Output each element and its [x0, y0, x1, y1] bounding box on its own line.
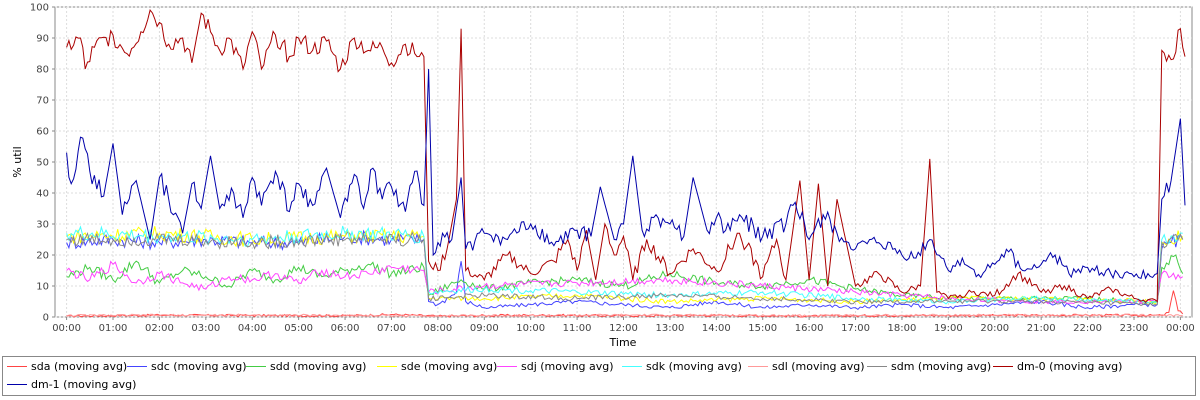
x-tick-label: 13:00 — [655, 323, 684, 334]
legend-item: sdd (moving avg) — [246, 360, 366, 373]
legend-item: sdj (moving avg) — [497, 360, 614, 373]
series-line-sdk — [66, 225, 1183, 305]
y-axis-ticks: 0 10 20 30 40 50 60 70 80 90 100 — [30, 3, 55, 324]
x-tick-label: 20:00 — [980, 323, 1009, 334]
legend-swatch — [993, 365, 1013, 367]
x-tick-label: 18:00 — [888, 323, 917, 334]
legend-label: sdd (moving avg) — [270, 360, 367, 373]
legend-swatch — [7, 365, 27, 367]
series-line-sdd — [66, 254, 1184, 305]
y-tick-label: 30 — [36, 220, 49, 231]
legend-item: sdc (moving avg) — [127, 360, 247, 373]
legend-swatch — [127, 365, 147, 367]
x-tick-label: 14:00 — [702, 323, 731, 334]
x-tick-label: 02:00 — [145, 323, 174, 334]
series-line-dm-0 — [66, 8, 1186, 303]
x-tick-label: 15:00 — [748, 323, 777, 334]
x-tick-label: 00:00 — [1166, 323, 1195, 334]
y-tick-label: 0 — [43, 313, 49, 324]
legend-label: dm-1 (moving avg) — [31, 378, 137, 391]
x-tick-label: 17:00 — [841, 323, 870, 334]
y-tick-label: 90 — [36, 34, 49, 45]
legend-swatch — [377, 365, 397, 367]
y-tick-label: 20 — [36, 251, 49, 262]
legend-label: sde (moving avg) — [401, 360, 498, 373]
x-tick-label: 07:00 — [377, 323, 406, 334]
x-tick-label: 03:00 — [191, 323, 220, 334]
x-tick-label: 23:00 — [1120, 323, 1149, 334]
x-tick-label: 08:00 — [423, 323, 452, 334]
legend-swatch — [622, 365, 642, 367]
y-tick-label: 100 — [30, 3, 49, 14]
legend-label: sdm (moving avg) — [891, 360, 992, 373]
y-tick-label: 70 — [36, 96, 49, 107]
legend-item: dm-0 (moving avg) — [993, 360, 1122, 373]
legend-label: dm-0 (moving avg) — [1017, 360, 1123, 373]
legend-item: sdk (moving avg) — [622, 360, 742, 373]
series-line-sdl — [66, 313, 1183, 318]
legend-swatch — [867, 365, 887, 367]
legend-item: sdm (moving avg) — [867, 360, 991, 373]
x-tick-label: 01:00 — [99, 323, 128, 334]
chart: 0 10 20 30 40 50 60 70 80 90 100 00:00 01:00 02:00 03… — [11, 3, 1195, 350]
x-tick-label: 10:00 — [516, 323, 545, 334]
series-layer — [66, 8, 1186, 318]
x-tick-label: 04:00 — [238, 323, 267, 334]
legend-swatch — [246, 365, 266, 367]
legend-label: sdj (moving avg) — [521, 360, 614, 373]
series-line-dm-1 — [66, 68, 1186, 280]
legend-swatch — [7, 383, 27, 385]
x-tick-label: 21:00 — [1027, 323, 1056, 334]
legend-label: sdc (moving avg) — [151, 360, 247, 373]
series-line-sde — [66, 226, 1184, 305]
y-tick-label: 40 — [36, 189, 49, 200]
legend-item: sde (moving avg) — [377, 360, 497, 373]
legend-item: dm-1 (moving avg) — [7, 378, 136, 391]
y-tick-label: 10 — [36, 282, 49, 293]
legend-swatch — [748, 365, 768, 367]
y-tick-label: 80 — [36, 65, 49, 76]
series-line-sdm — [66, 231, 1184, 306]
legend: sda (moving avg) sdc (moving avg) sdd (mov… — [2, 356, 1196, 396]
x-tick-label: 16:00 — [795, 323, 824, 334]
x-tick-label: 00:00 — [52, 323, 81, 334]
legend-item: sda (moving avg) — [7, 360, 127, 373]
x-axis-label: Time — [609, 336, 637, 349]
legend-label: sdk (moving avg) — [646, 360, 742, 373]
x-axis-ticks: 00:00 01:00 02:00 03:00 04:00 05:00 06:00 07:00… — [52, 317, 1195, 334]
legend-label: sda (moving avg) — [31, 360, 128, 373]
x-tick-label: 05:00 — [284, 323, 313, 334]
legend-label: sdl (moving avg) — [772, 360, 865, 373]
y-tick-label: 60 — [36, 127, 49, 138]
x-tick-label: 06:00 — [331, 323, 360, 334]
x-tick-label: 11:00 — [563, 323, 592, 334]
x-tick-label: 09:00 — [470, 323, 499, 334]
y-axis-label: % util — [11, 146, 24, 177]
legend-swatch — [497, 365, 517, 367]
x-tick-label: 12:00 — [609, 323, 638, 334]
x-tick-label: 19:00 — [934, 323, 963, 334]
legend-item: sdl (moving avg) — [748, 360, 865, 373]
y-tick-label: 50 — [36, 158, 49, 169]
x-tick-label: 22:00 — [1073, 323, 1102, 334]
